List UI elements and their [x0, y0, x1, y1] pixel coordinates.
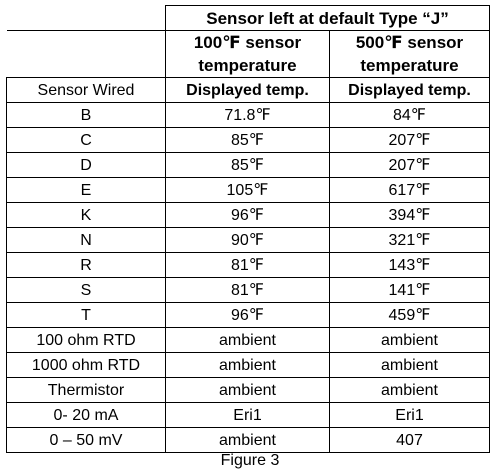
sensor-table: Sensor left at default Type “J” 100℉ sen… [6, 5, 490, 453]
temp-100f-cell: 85℉ [165, 152, 330, 178]
sensor-cell: S [6, 277, 166, 303]
table-row: T 96℉ 459℉ [6, 302, 490, 328]
col-100f-header-line2: temperature [198, 56, 297, 75]
table-row: K 96℉ 394℉ [6, 202, 490, 228]
temp-100f-cell: 81℉ [165, 277, 330, 303]
col-500f-header-line2: temperature [360, 56, 459, 75]
table-row: 0 – 50 mV ambient 407 [6, 427, 490, 453]
temp-500f-cell: 394℉ [329, 202, 490, 228]
sensor-cell: 1000 ohm RTD [6, 352, 166, 378]
temp-500f-cell: 617℉ [329, 177, 490, 203]
sensor-cell: Thermistor [6, 377, 166, 403]
title-row: Sensor left at default Type “J” [6, 5, 490, 31]
table-row: 100 ohm RTD ambient ambient [6, 327, 490, 353]
temp-100f-cell: ambient [165, 377, 330, 403]
col-100f-header: 100℉ sensor temperature [165, 30, 330, 78]
temp-100f-cell: ambient [165, 327, 330, 353]
sensor-cell: N [6, 227, 166, 253]
col-500f-subheader: Displayed temp. [329, 77, 490, 103]
table-row: B 71.8℉ 84℉ [6, 102, 490, 128]
sensor-cell: E [6, 177, 166, 203]
temp-100f-cell: 71.8℉ [165, 102, 330, 128]
col-500f-header: 500℉ sensor temperature [329, 30, 490, 78]
sensor-cell: R [6, 252, 166, 278]
temp-100f-cell: 81℉ [165, 252, 330, 278]
col-500f-header-line1: 500℉ sensor [355, 33, 464, 52]
table-row: N 90℉ 321℉ [6, 227, 490, 253]
temp-100f-cell: 96℉ [165, 202, 330, 228]
figure-caption: Figure 3 [220, 452, 280, 469]
temp-500f-cell: 207℉ [329, 127, 490, 153]
sensor-cell: B [6, 102, 166, 128]
temp-500f-cell: 321℉ [329, 227, 490, 253]
sensor-cell: 0 – 50 mV [6, 427, 166, 453]
temp-500f-cell: ambient [329, 352, 490, 378]
table-row: R 81℉ 143℉ [6, 252, 490, 278]
temp-500f-cell: 84℉ [329, 102, 490, 128]
corner-blank-cell-2 [6, 30, 166, 78]
temp-500f-cell: Eri1 [329, 402, 490, 428]
temp-500f-cell: 141℉ [329, 277, 490, 303]
temp-100f-cell: 96℉ [165, 302, 330, 328]
temp-100f-cell: ambient [165, 427, 330, 453]
temp-100f-cell: 85℉ [165, 127, 330, 153]
temp-100f-cell: ambient [165, 352, 330, 378]
temp-500f-cell: 407 [329, 427, 490, 453]
temp-500f-cell: 143℉ [329, 252, 490, 278]
table-row: D 85℉ 207℉ [6, 152, 490, 178]
table-row: C 85℉ 207℉ [6, 127, 490, 153]
sensor-table-body: Sensor left at default Type “J” 100℉ sen… [6, 5, 490, 453]
sensor-cell: T [6, 302, 166, 328]
sensor-cell: 100 ohm RTD [6, 327, 166, 353]
temp-100f-cell: 90℉ [165, 227, 330, 253]
temp-500f-cell: ambient [329, 327, 490, 353]
temp-500f-cell: ambient [329, 377, 490, 403]
table-row: E 105℉ 617℉ [6, 177, 490, 203]
table-row: Thermistor ambient ambient [6, 377, 490, 403]
sensor-cell: 0- 20 mA [6, 402, 166, 428]
sensor-cell: C [6, 127, 166, 153]
table-title: Sensor left at default Type “J” [165, 5, 490, 31]
table-row: 1000 ohm RTD ambient ambient [6, 352, 490, 378]
temp-100f-cell: Eri1 [165, 402, 330, 428]
temp-500f-cell: 207℉ [329, 152, 490, 178]
sensor-cell: K [6, 202, 166, 228]
temp-500f-cell: 459℉ [329, 302, 490, 328]
column-header-row: 100℉ sensor temperature 500℉ sensor temp… [6, 30, 490, 78]
table-row: 0- 20 mA Eri1 Eri1 [6, 402, 490, 428]
table-row: S 81℉ 141℉ [6, 277, 490, 303]
col-100f-header-line1: 100℉ sensor [193, 33, 302, 52]
sensor-cell: D [6, 152, 166, 178]
temp-100f-cell: 105℉ [165, 177, 330, 203]
sensor-wired-header: Sensor Wired [6, 77, 166, 103]
col-100f-subheader: Displayed temp. [165, 77, 330, 103]
corner-blank-cell [6, 5, 166, 31]
subheader-row: Sensor Wired Displayed temp. Displayed t… [6, 77, 490, 103]
